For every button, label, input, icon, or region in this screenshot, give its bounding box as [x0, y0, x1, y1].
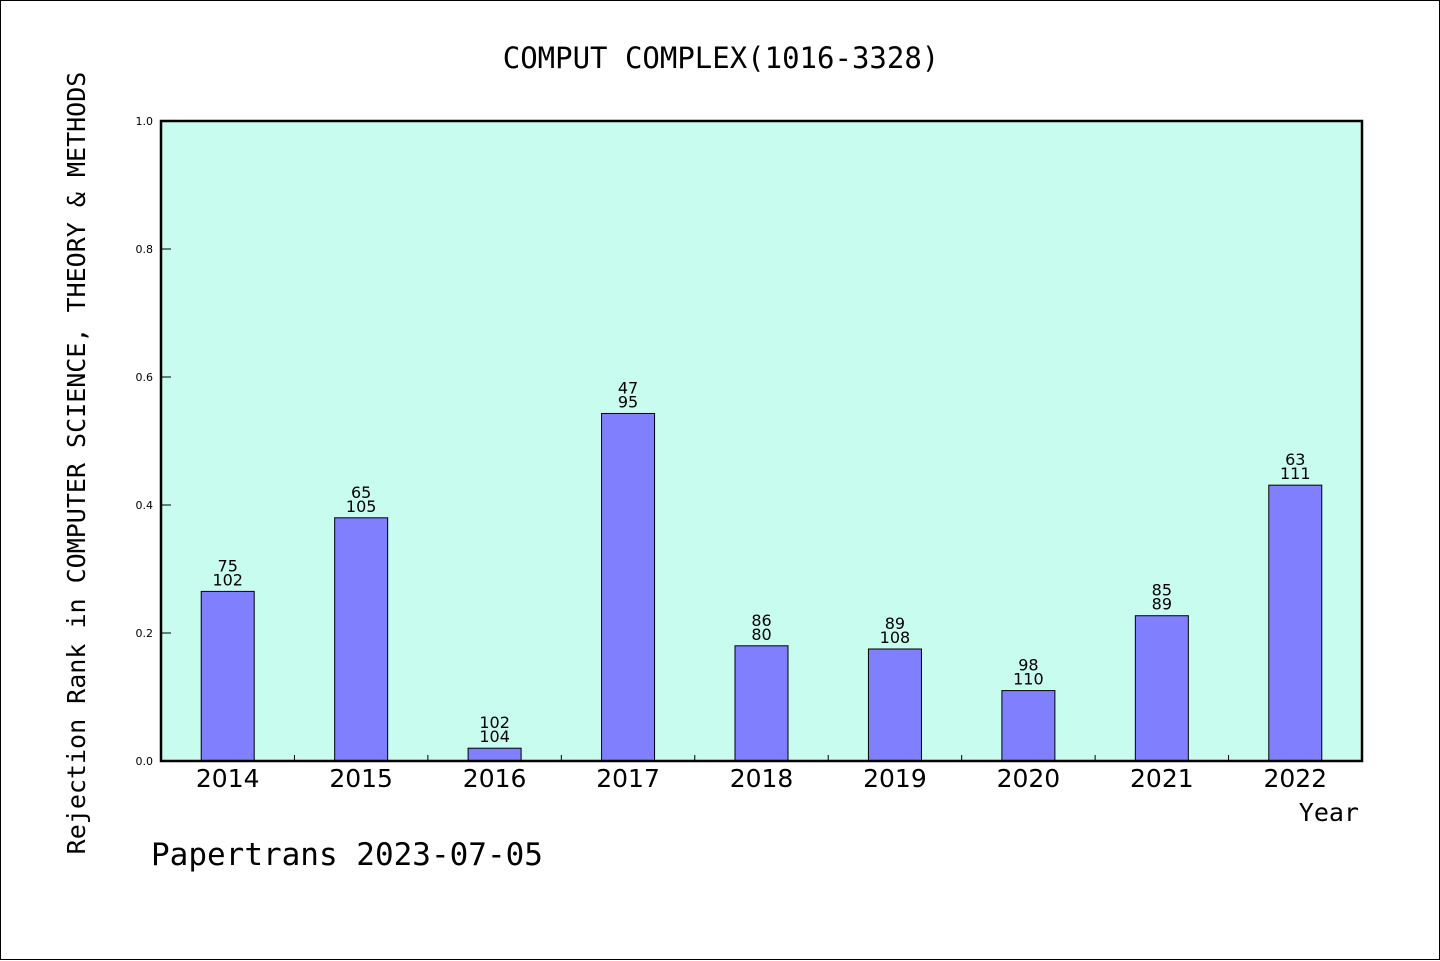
- bar-2016: [467, 747, 522, 762]
- bar-series: [200, 412, 1323, 762]
- bar-label-bottom: 108: [880, 628, 911, 647]
- bar-2018: [734, 645, 789, 762]
- bar-2022: [1268, 484, 1323, 762]
- bar-label-top: 65: [351, 483, 371, 502]
- bar-label-bottom: 95: [618, 392, 638, 411]
- bar-2020: [1001, 690, 1056, 762]
- bar-2019: [867, 648, 922, 762]
- x-axis-ticks: 2014 2015 2016 2017 2018 2019 2020 2021 2022: [196, 755, 1327, 793]
- x-tick-label: 2021: [1130, 764, 1194, 793]
- plot-frame: [159, 119, 1364, 763]
- bar-label-bottom: 102: [212, 570, 243, 589]
- x-axis-label: Year: [1299, 798, 1359, 827]
- footer-credit: Papertrans 2023-07-05: [151, 837, 543, 873]
- y-axis-ticks: 0.0 0.2 0.4 0.6 0.8 1.0: [136, 115, 171, 768]
- chart-title: COMPUT COMPLEX(1016-3328): [503, 41, 940, 75]
- bar-label-bottom: 104: [479, 727, 510, 746]
- x-tick-label: 2015: [329, 764, 393, 793]
- bar-label-bottom: 110: [1013, 670, 1044, 689]
- x-tick-label: 2018: [730, 764, 794, 793]
- x-tick-label: 2014: [196, 764, 260, 793]
- y-tick-label: 1.0: [136, 115, 154, 128]
- bar-2017: [601, 412, 656, 762]
- bar-label-top: 85: [1152, 581, 1172, 600]
- y-tick-label: 0.0: [136, 755, 154, 768]
- y-tick-label: 0.8: [136, 243, 154, 256]
- x-tick-label: 2022: [1263, 764, 1327, 793]
- bar-label-top: 86: [751, 611, 771, 630]
- bar-label-top: 47: [618, 378, 638, 397]
- x-tick-label: 2019: [863, 764, 927, 793]
- bar-label-bottom: 111: [1280, 464, 1311, 483]
- bar-label-bottom: 80: [751, 625, 771, 644]
- x-tick-label: 2017: [596, 764, 660, 793]
- bar-label-top: 63: [1285, 450, 1305, 469]
- bar-label-top: 98: [1018, 656, 1038, 675]
- y-tick-label: 0.6: [136, 371, 154, 384]
- x-tick-label: 2020: [997, 764, 1061, 793]
- bar-label-bottom: 89: [1152, 595, 1172, 614]
- x-tick-label: 2016: [463, 764, 527, 793]
- bar-2021: [1134, 615, 1189, 762]
- bar-data-labels: 1027510565104102954780861088911098898511…: [212, 378, 1310, 746]
- bar-label-bottom: 105: [346, 497, 377, 516]
- y-tick-label: 0.4: [136, 499, 154, 512]
- y-tick-label: 0.2: [136, 627, 154, 640]
- bar-2015: [334, 517, 389, 762]
- bar-label-top: 102: [479, 713, 510, 732]
- bar-label-top: 89: [885, 614, 905, 633]
- bar-label-top: 75: [218, 556, 238, 575]
- bar-2014: [200, 590, 255, 762]
- y-axis-label: Rejection Rank in COMPUTER SCIENCE, THEO…: [62, 72, 91, 855]
